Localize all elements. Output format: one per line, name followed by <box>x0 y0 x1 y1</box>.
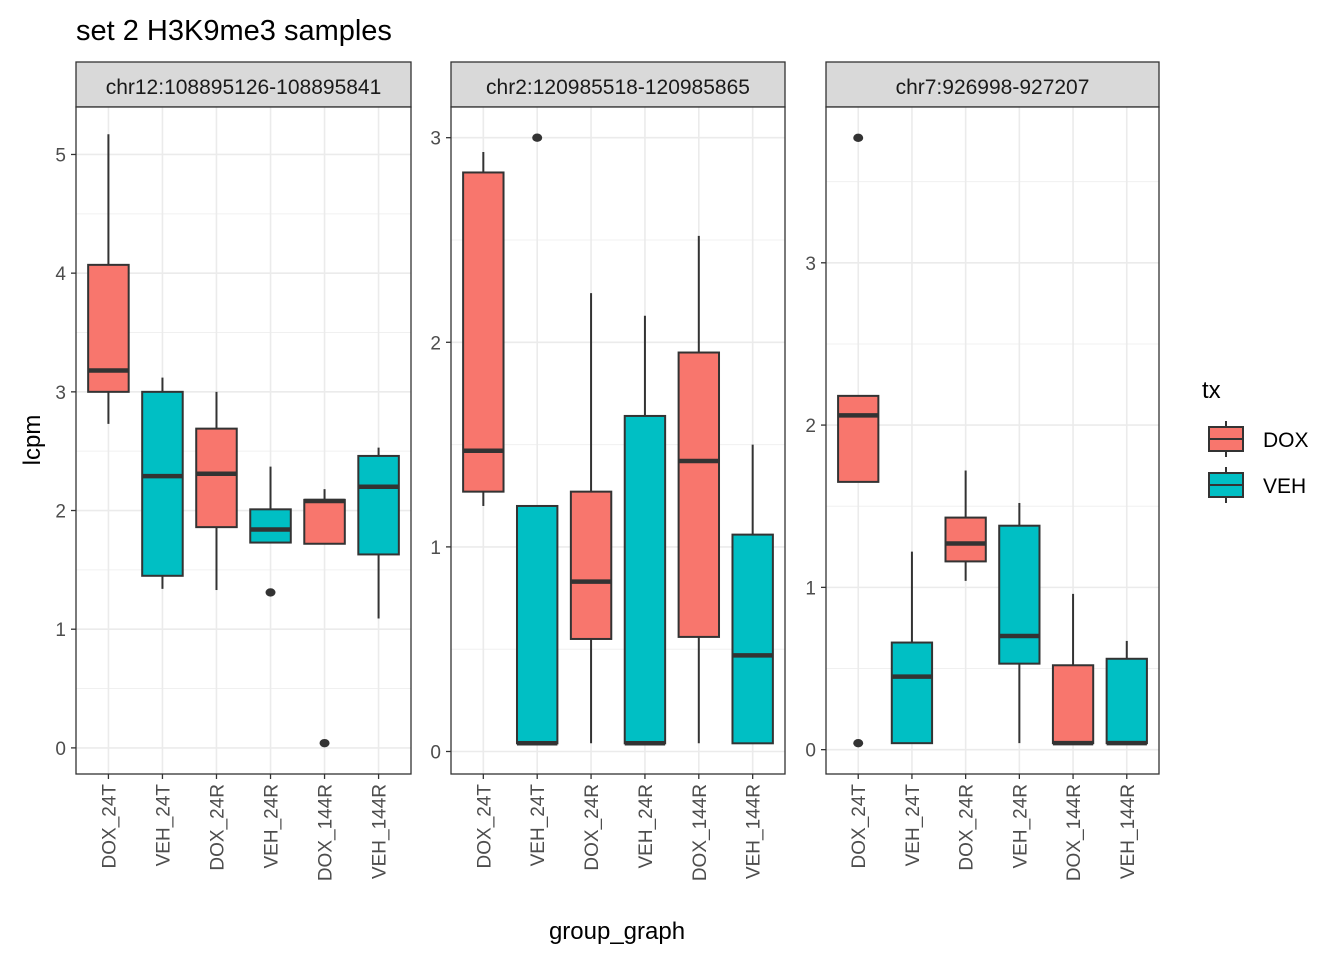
legend-key-dox <box>1208 421 1244 457</box>
box-dox_24r <box>944 470 987 581</box>
box-iqr <box>623 414 667 745</box>
y-tick-label: 3 <box>805 254 816 275</box>
box-veh_24t <box>890 551 934 745</box>
box-iqr <box>357 454 400 556</box>
box-iqr <box>677 351 721 638</box>
box-veh_24t <box>141 377 184 589</box>
box-veh_24r <box>249 466 292 597</box>
facet-strip-label: chr2:120985518-120985865 <box>486 76 750 99</box>
y-tick-label: 3 <box>55 383 66 404</box>
box-veh_24t <box>515 133 559 746</box>
panel-border <box>75 106 412 775</box>
box-dox_24t <box>87 134 130 424</box>
box-iqr <box>731 533 774 745</box>
outlier-point <box>319 738 330 748</box>
x-tick-label: DOX_144R <box>1064 784 1085 881</box>
x-axis-title: group_graph <box>549 918 685 945</box>
box-dox_144r <box>303 489 346 748</box>
box-veh_24r <box>998 502 1041 744</box>
box-iqr <box>998 524 1041 665</box>
box-iqr <box>303 498 346 545</box>
box-iqr <box>87 263 130 393</box>
x-tick-label: VEH_144R <box>370 784 391 879</box>
y-tick-label: 1 <box>805 578 816 599</box>
x-tick-label: VEH_144R <box>1118 784 1139 879</box>
y-tick-label: 0 <box>55 739 66 760</box>
facet-panel-2: chr2:120985518-120985865 0 1 2 3 DOX_24T VEH_2… <box>430 61 786 881</box>
box-veh_144r <box>1105 640 1148 746</box>
y-tick-label: 2 <box>55 502 66 523</box>
x-tick-label: VEH_144R <box>744 784 765 879</box>
box-iqr <box>569 490 613 640</box>
box-iqr <box>249 508 292 544</box>
facet-panel-3: chr7:926998-927207 0 1 2 3 DOX_24T VEH_24T DOX_… <box>805 61 1160 881</box>
box-dox_24t <box>462 152 505 506</box>
legend: tx DOX VEH <box>1202 377 1309 503</box>
x-tick-label: DOX_24R <box>207 784 228 871</box>
box-dox_24t <box>837 133 880 748</box>
x-tick-label: DOX_24T <box>849 784 870 869</box>
x-tick-label: VEH_24T <box>153 784 174 867</box>
box-iqr <box>462 171 505 493</box>
x-tick-label: VEH_24T <box>903 784 924 867</box>
outlier-point <box>853 133 864 143</box>
box-veh_24r <box>623 315 667 746</box>
legend-key-veh <box>1208 467 1244 503</box>
box-iqr <box>141 390 184 577</box>
y-axis-title: lcpm <box>19 415 46 466</box>
box-iqr <box>1105 657 1148 745</box>
facet-strip <box>75 61 412 108</box>
y-tick-label: 4 <box>55 264 66 285</box>
x-tick-label: VEH_24R <box>636 784 657 869</box>
box-veh_144r <box>731 444 774 745</box>
box-iqr <box>515 504 559 745</box>
chart-title: set 2 H3K9me3 samples <box>76 15 392 47</box>
outlier-point <box>532 133 543 142</box>
box-iqr <box>195 427 238 529</box>
y-tick-label: 2 <box>430 333 441 354</box>
x-tick-label: DOX_144R <box>690 784 711 881</box>
x-tick-label: DOX_24R <box>582 784 603 871</box>
y-tick-label: 1 <box>55 620 66 641</box>
x-tick-label: DOX_144R <box>316 784 337 881</box>
facet-strip <box>450 61 786 108</box>
y-tick-label: 2 <box>805 416 816 437</box>
box-dox_144r <box>677 235 721 744</box>
panel-background <box>451 107 785 774</box>
box-iqr <box>890 641 934 745</box>
panel-background <box>826 107 1159 774</box>
y-tick-label: 1 <box>430 538 441 559</box>
x-tick-label: DOX_24T <box>474 784 495 869</box>
facet-strip <box>825 61 1160 108</box>
facet-strip-label: chr12:108895126-108895841 <box>106 76 382 99</box>
facet-panel-1: chr12:108895126-108895841 0 1 2 3 4 5 DOX_24T VE… <box>55 61 412 881</box>
panel-border <box>825 106 1160 775</box>
box-dox_24r <box>569 293 613 744</box>
box-veh_144r <box>357 447 400 619</box>
legend-label: DOX <box>1263 429 1309 452</box>
box-iqr <box>1051 664 1095 745</box>
x-tick-label: VEH_24R <box>1010 784 1031 869</box>
outlier-point <box>853 738 864 748</box>
panel-background <box>76 107 411 774</box>
box-dox_24r <box>195 391 238 591</box>
box-dox_144r <box>1051 593 1095 746</box>
facet-strip-label: chr7:926998-927207 <box>896 76 1090 99</box>
box-iqr <box>837 394 880 483</box>
panel-border <box>450 106 786 775</box>
y-tick-label: 0 <box>805 741 816 762</box>
x-tick-label: VEH_24T <box>528 784 549 867</box>
x-tick-label: VEH_24R <box>262 784 283 869</box>
y-tick-label: 0 <box>430 742 441 763</box>
outlier-point <box>265 588 276 597</box>
y-tick-label: 5 <box>55 145 66 166</box>
y-tick-label: 3 <box>430 129 441 150</box>
x-tick-label: DOX_24T <box>99 784 120 869</box>
x-tick-label: DOX_24R <box>957 784 978 871</box>
box-iqr <box>944 516 987 563</box>
legend-label: VEH <box>1263 475 1306 498</box>
facet-panels: chr12:108895126-108895841 0 1 2 3 4 5 DOX_24T VE… <box>55 61 1160 881</box>
legend-title: tx <box>1202 377 1221 404</box>
